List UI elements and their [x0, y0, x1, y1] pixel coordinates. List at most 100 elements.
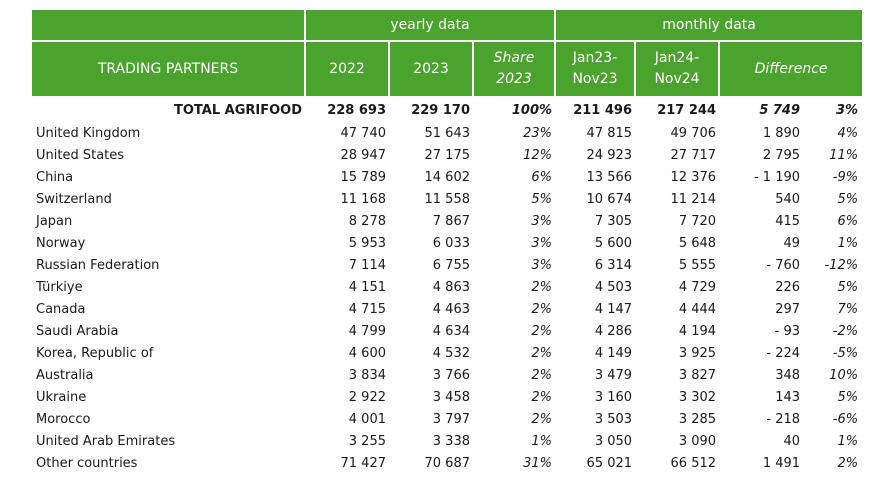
header-group-monthly: monthly data — [556, 10, 863, 42]
header-share-line2: 2023 — [496, 71, 532, 87]
header-trading-partners: TRADING PARTNERS — [32, 42, 306, 98]
table-row: Russian Federation 7 114 6 755 3% 6 314 5 555… — [32, 254, 862, 276]
value-2023: 3 458 — [432, 389, 470, 405]
partner-name: Russian Federation — [36, 257, 160, 273]
value-jan23-nov23: 4 503 — [594, 279, 633, 295]
value-jan24-nov24: 4 194 — [678, 323, 717, 339]
header-jan24-line1: Jan24- — [654, 50, 700, 66]
table-row: Korea, Republic of 4 600 4 532 2% 4 149 3 925… — [32, 342, 862, 364]
value-2022: 8 278 — [348, 213, 386, 229]
share-2023: 12% — [523, 147, 553, 163]
difference-pct: 10% — [829, 367, 859, 383]
value-jan24-nov24: 49 706 — [670, 125, 717, 141]
value-jan23-nov23: 10 674 — [586, 191, 633, 207]
difference-value: - 224 — [766, 345, 801, 361]
partner-name: Norway — [36, 235, 86, 251]
value-2022: 3 255 — [348, 433, 386, 449]
share-2023: 3% — [531, 235, 553, 251]
partner-name: Switzerland — [36, 191, 112, 207]
header-jan23-nov23: Jan23- Nov23 — [556, 42, 637, 98]
total-jan24-nov24: 217 244 — [657, 102, 717, 118]
value-2022: 5 953 — [348, 235, 386, 251]
difference-pct: -9% — [832, 169, 859, 185]
value-2022: 4 715 — [348, 301, 386, 317]
partner-name: Japan — [36, 213, 73, 229]
total-2022: 228 693 — [327, 102, 386, 118]
header-difference: Difference — [720, 42, 863, 98]
table-row: United Kingdom 47 740 51 643 23% 47 815 49 70… — [32, 122, 862, 144]
partner-name: Türkiye — [36, 279, 83, 295]
header-column-row: TRADING PARTNERS 2022 2023 Share 2023 Jan… — [32, 42, 863, 98]
difference-pct: 5% — [837, 279, 859, 295]
table-row: Saudi Arabia 4 799 4 634 2% 4 286 4 194 - 93 -2… — [32, 320, 862, 342]
share-2023: 2% — [531, 367, 553, 383]
value-2023: 14 602 — [424, 169, 471, 185]
value-jan23-nov23: 6 314 — [594, 257, 633, 273]
difference-value: 348 — [775, 367, 801, 383]
header-2022: 2022 — [306, 42, 390, 98]
total-share: 100% — [511, 102, 553, 118]
value-jan23-nov23: 24 923 — [586, 147, 633, 163]
value-jan24-nov24: 5 648 — [678, 235, 717, 251]
value-jan24-nov24: 27 717 — [670, 147, 717, 163]
table-row: Australia 3 834 3 766 2% 3 479 3 827 348 10% — [32, 364, 862, 386]
value-2022: 4 151 — [348, 279, 386, 295]
partner-name: United Kingdom — [36, 125, 141, 141]
difference-pct: 11% — [829, 147, 859, 163]
partner-name: Saudi Arabia — [36, 323, 119, 339]
value-jan24-nov24: 7 720 — [678, 213, 717, 229]
difference-pct: 1% — [837, 235, 859, 251]
partner-name: China — [36, 169, 74, 185]
share-2023: 2% — [531, 345, 553, 361]
value-2023: 11 558 — [424, 191, 471, 207]
header-2023: 2023 — [390, 42, 474, 98]
share-2023: 2% — [531, 411, 553, 427]
table-row: Japan 8 278 7 867 3% 7 305 7 720 415 6% — [32, 210, 862, 232]
share-2023: 3% — [531, 257, 553, 273]
difference-pct: 2% — [837, 455, 859, 471]
value-2023: 3 338 — [432, 433, 470, 449]
partner-name: Canada — [36, 301, 86, 317]
value-jan24-nov24: 3 090 — [678, 433, 717, 449]
difference-value: - 1 190 — [753, 169, 801, 185]
value-jan23-nov23: 3 050 — [594, 433, 633, 449]
table-row: Canada 4 715 4 463 2% 4 147 4 444 297 7% — [32, 298, 862, 320]
difference-value: 1 491 — [762, 455, 801, 471]
difference-value: 297 — [775, 301, 801, 317]
value-jan23-nov23: 65 021 — [586, 455, 633, 471]
trade-table-container: yearly data monthly data TRADING PARTNER… — [32, 10, 863, 474]
value-2023: 4 532 — [432, 345, 470, 361]
value-2022: 4 600 — [348, 345, 386, 361]
value-jan23-nov23: 3 160 — [594, 389, 633, 405]
value-jan23-nov23: 47 815 — [586, 125, 633, 141]
value-2022: 2 922 — [348, 389, 386, 405]
share-2023: 6% — [531, 169, 553, 185]
header-jan23-line1: Jan23- — [572, 50, 618, 66]
partner-name: Australia — [36, 367, 94, 383]
partner-name: Other countries — [36, 455, 138, 471]
value-2022: 4 001 — [348, 411, 386, 427]
table-row: China 15 789 14 602 6% 13 566 12 376 - 1 190 -9… — [32, 166, 862, 188]
table-row: Morocco 4 001 3 797 2% 3 503 3 285 - 218 -6% — [32, 408, 862, 430]
value-jan23-nov23: 3 503 — [594, 411, 633, 427]
header-group-row: yearly data monthly data — [32, 10, 863, 42]
difference-value: - 218 — [766, 411, 801, 427]
difference-pct: 1% — [837, 433, 859, 449]
difference-pct: -5% — [832, 345, 859, 361]
partner-name: Morocco — [36, 411, 91, 427]
table-row: Norway 5 953 6 033 3% 5 600 5 648 49 1% — [32, 232, 862, 254]
value-2022: 3 834 — [348, 367, 386, 383]
total-difference: 5 749 — [759, 102, 801, 118]
difference-value: 415 — [775, 213, 801, 229]
value-2023: 3 766 — [432, 367, 470, 383]
value-2022: 7 114 — [348, 257, 386, 273]
value-jan23-nov23: 3 479 — [594, 367, 633, 383]
total-jan23-nov23: 211 496 — [573, 102, 633, 118]
value-2022: 11 168 — [340, 191, 387, 207]
value-2023: 70 687 — [424, 455, 471, 471]
header-jan24-nov24: Jan24- Nov24 — [636, 42, 721, 98]
value-jan24-nov24: 4 444 — [678, 301, 717, 317]
value-2023: 27 175 — [424, 147, 471, 163]
difference-pct: 4% — [837, 125, 859, 141]
value-jan23-nov23: 13 566 — [586, 169, 633, 185]
